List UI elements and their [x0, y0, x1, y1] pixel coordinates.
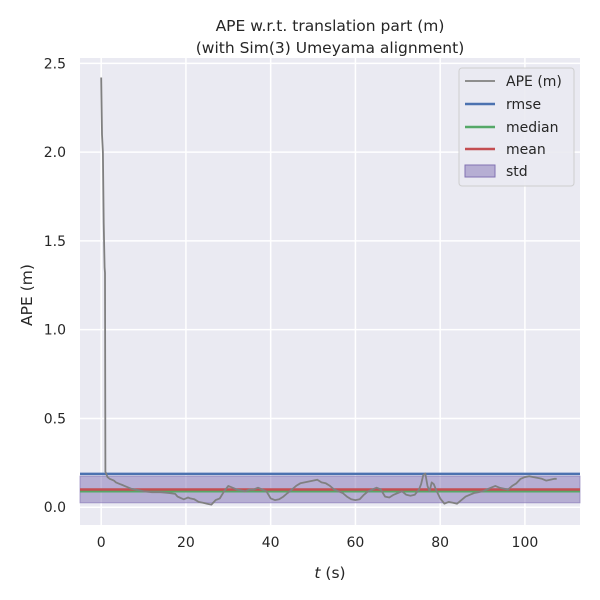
- y-tick-label: 1.0: [44, 323, 66, 339]
- legend-label-ape: APE (m): [506, 74, 562, 90]
- x-tick-label: 20: [177, 535, 195, 551]
- stat-lines: [80, 472, 580, 493]
- tick-labels: 0 20 40 60 80 100 0.0 0.5 1.0 1.5 2.0 2.5: [44, 56, 539, 551]
- legend-label-std: std: [506, 164, 528, 180]
- x-tick-label: 100: [512, 535, 539, 551]
- x-tick-label: 0: [97, 535, 106, 551]
- x-axis-unit: (s): [320, 564, 345, 582]
- y-tick-label: 0.0: [44, 500, 66, 516]
- legend-label-median: median: [506, 120, 558, 136]
- legend-box: [458, 67, 575, 187]
- x-axis-label: t (s): [314, 564, 345, 582]
- y-tick-label: 2.5: [44, 56, 66, 72]
- legend-label-mean: mean: [506, 142, 546, 158]
- legend-label-rmse: rmse: [506, 97, 541, 113]
- y-tick-label: 2.0: [44, 145, 66, 161]
- chart-title-line2: (with Sim(3) Umeyama alignment): [196, 39, 465, 57]
- y-tick-label: 0.5: [44, 411, 66, 427]
- ape-series-line: [100, 77, 557, 506]
- legend-swatch-std: [464, 164, 496, 178]
- x-tick-label: 40: [262, 535, 280, 551]
- y-tick-label: 1.5: [44, 234, 66, 250]
- x-tick-label: 80: [431, 535, 449, 551]
- legend: APE (m) rmse median mean std: [458, 67, 575, 187]
- chart-title-line1: APE w.r.t. translation part (m): [216, 17, 445, 35]
- series-layer: [100, 77, 557, 506]
- x-axis-variable: t: [314, 564, 321, 582]
- x-tick-label: 60: [347, 535, 365, 551]
- y-axis-label: APE (m): [18, 264, 36, 326]
